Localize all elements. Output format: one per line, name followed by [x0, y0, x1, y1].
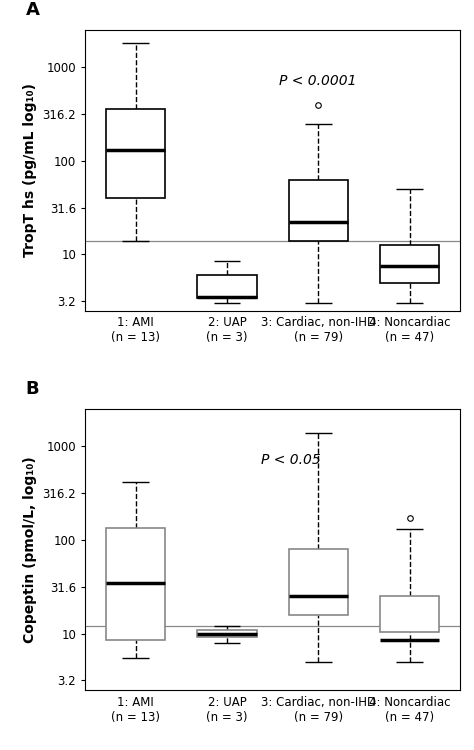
- Bar: [106, 109, 165, 198]
- Text: B: B: [26, 380, 39, 398]
- Bar: [380, 245, 439, 283]
- Bar: [380, 596, 439, 632]
- Bar: [197, 275, 256, 298]
- Text: P < 0.0001: P < 0.0001: [279, 74, 356, 88]
- Text: P < 0.05: P < 0.05: [261, 453, 321, 466]
- Bar: [289, 549, 348, 614]
- Text: A: A: [26, 1, 39, 19]
- Bar: [289, 180, 348, 241]
- Y-axis label: TropT hs (pg/mL log₁₀): TropT hs (pg/mL log₁₀): [23, 83, 37, 257]
- Bar: [197, 630, 256, 637]
- Y-axis label: Copeptin (pmol/L, log₁₀): Copeptin (pmol/L, log₁₀): [23, 456, 37, 643]
- Bar: [106, 528, 165, 640]
